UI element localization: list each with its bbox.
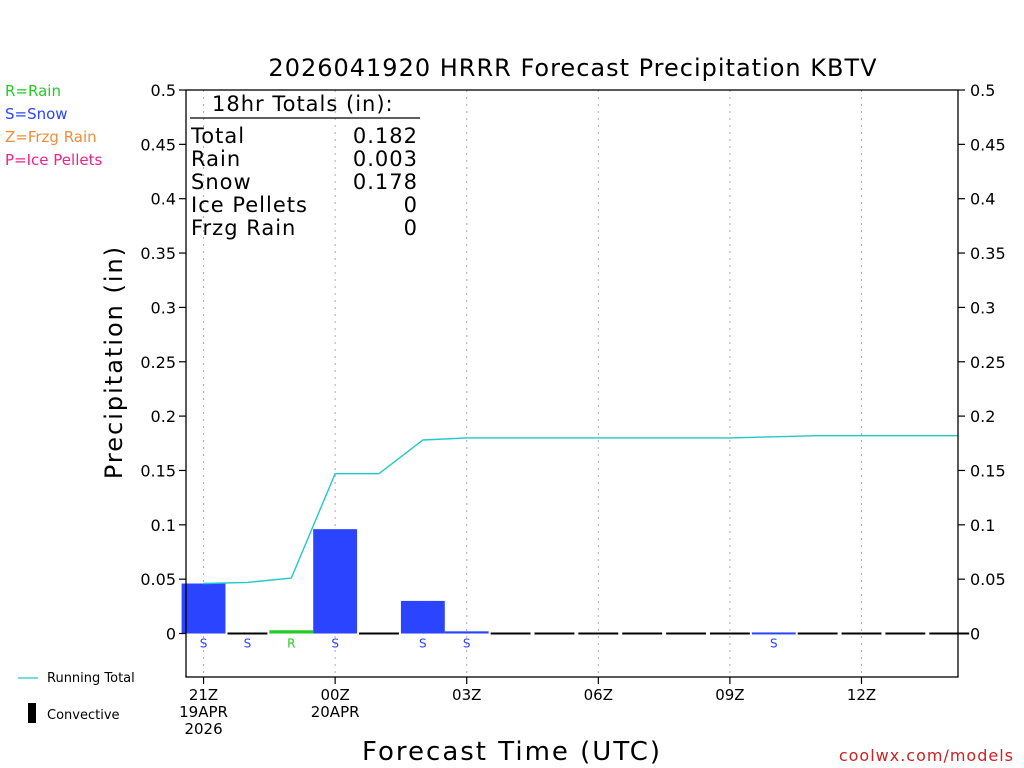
chart-title: 2026041920 HRRR Forecast Precipitation K… <box>268 54 877 82</box>
x-tick-label: 21Z <box>189 686 218 704</box>
legend-type-item: P=Ice Pellets <box>5 151 102 169</box>
totals-box: 18hr Totals (in): Total 0.182 Rain 0.003 Sno… <box>190 92 420 240</box>
precip-type-0: S <box>200 637 208 651</box>
x-tick-label: 06Z <box>584 686 613 704</box>
y-tick-label-left: 0.35 <box>140 244 176 263</box>
y-tick-label-right: 0.45 <box>970 135 1006 154</box>
y-tick-label-right: 0.05 <box>970 570 1006 589</box>
y-tick-label-right: 0.4 <box>970 190 995 209</box>
x-tick-label: 19APR <box>179 703 228 721</box>
precip-type-6: S <box>463 637 471 651</box>
totals-row-value: 0.003 <box>353 147 418 171</box>
bars-group <box>181 529 970 635</box>
x-tick-label: 03Z <box>452 686 481 704</box>
y-tick-label-right: 0.15 <box>970 461 1006 480</box>
totals-row-label: Total <box>190 124 245 148</box>
totals-row-label: Rain <box>191 147 241 171</box>
x-axis-label: Forecast Time (UTC) <box>362 737 662 767</box>
y-tick-label-left: 0 <box>166 625 176 644</box>
y-tick-label-left: 0.3 <box>151 298 176 317</box>
precip-type-5: S <box>419 637 427 651</box>
x-tick-label: 00Z <box>320 686 349 704</box>
bar-3 <box>313 529 358 634</box>
y-tick-label-left: 0.15 <box>140 461 176 480</box>
bar-13 <box>751 632 796 635</box>
y-tick-label-left: 0.2 <box>151 407 176 426</box>
precip-type-3: S <box>331 637 339 651</box>
y-tick-label-right: 0.5 <box>970 81 995 100</box>
y-tick-label-left: 0.05 <box>140 570 176 589</box>
running-total-group <box>203 435 958 585</box>
y-tick-label-left: 0.5 <box>151 81 176 100</box>
running-total-legend: Running Total <box>18 671 135 686</box>
y-axis-ticks: 0 00.05 0.050.1 0.10.15 0.150.2 0.20.25 0.250.… <box>140 81 1005 644</box>
plot-frame <box>185 89 959 678</box>
precip-type-1: S <box>244 637 252 651</box>
precip-type-13: S <box>770 637 778 651</box>
totals-row-value: 0 <box>404 216 418 240</box>
convective-label: Convective <box>47 708 120 723</box>
bar-2 <box>269 630 314 634</box>
x-tick-label: 2026 <box>184 720 222 738</box>
totals-row-value: 0.182 <box>353 124 418 148</box>
precip-type-2: R <box>287 637 295 651</box>
running-total-line <box>203 435 958 585</box>
totals-row-value: 0 <box>404 193 418 217</box>
y-tick-label-right: 0.3 <box>970 298 995 317</box>
totals-title: 18hr Totals (in): <box>212 92 394 116</box>
totals-row-label: Frzg Rain <box>191 216 296 240</box>
totals-row-label: Snow <box>191 170 252 194</box>
vertical-grid <box>203 90 862 677</box>
x-tick-label: 12Z <box>847 686 876 704</box>
credit-link[interactable]: coolwx.com/models <box>839 746 1014 765</box>
y-tick-label-left: 0.45 <box>140 135 176 154</box>
convective-swatch <box>28 703 36 723</box>
totals-row-label: Ice Pellets <box>191 193 308 217</box>
legend-type-item: Z=Frzg Rain <box>5 128 97 146</box>
y-tick-label-right: 0.1 <box>970 516 995 535</box>
totals-row-value: 0.178 <box>353 170 418 194</box>
y-tick-label-left: 0.25 <box>140 353 176 372</box>
bar-5 <box>400 600 445 634</box>
y-tick-label-left: 0.4 <box>151 190 176 209</box>
legend-type-item: S=Snow <box>5 105 68 123</box>
running-total-label: Running Total <box>47 671 135 686</box>
bar-0 <box>181 583 226 634</box>
bar-6 <box>444 631 489 634</box>
y-tick-label-right: 0.25 <box>970 353 1006 372</box>
convective-legend: Convective <box>28 703 120 723</box>
x-tick-label: 20APR <box>311 703 360 721</box>
y-axis-label: Precipitation (in) <box>100 245 128 479</box>
precip-type-legend: R=Rain S=Snow Z=Frzg Rain P=Ice Pellets <box>5 82 102 169</box>
x-tick-label: 09Z <box>715 686 744 704</box>
y-tick-label-right: 0 <box>970 625 980 644</box>
y-tick-label-right: 0.2 <box>970 407 995 426</box>
y-tick-label-right: 0.35 <box>970 244 1006 263</box>
y-tick-label-left: 0.1 <box>151 516 176 535</box>
legend-type-item: R=Rain <box>5 82 61 100</box>
